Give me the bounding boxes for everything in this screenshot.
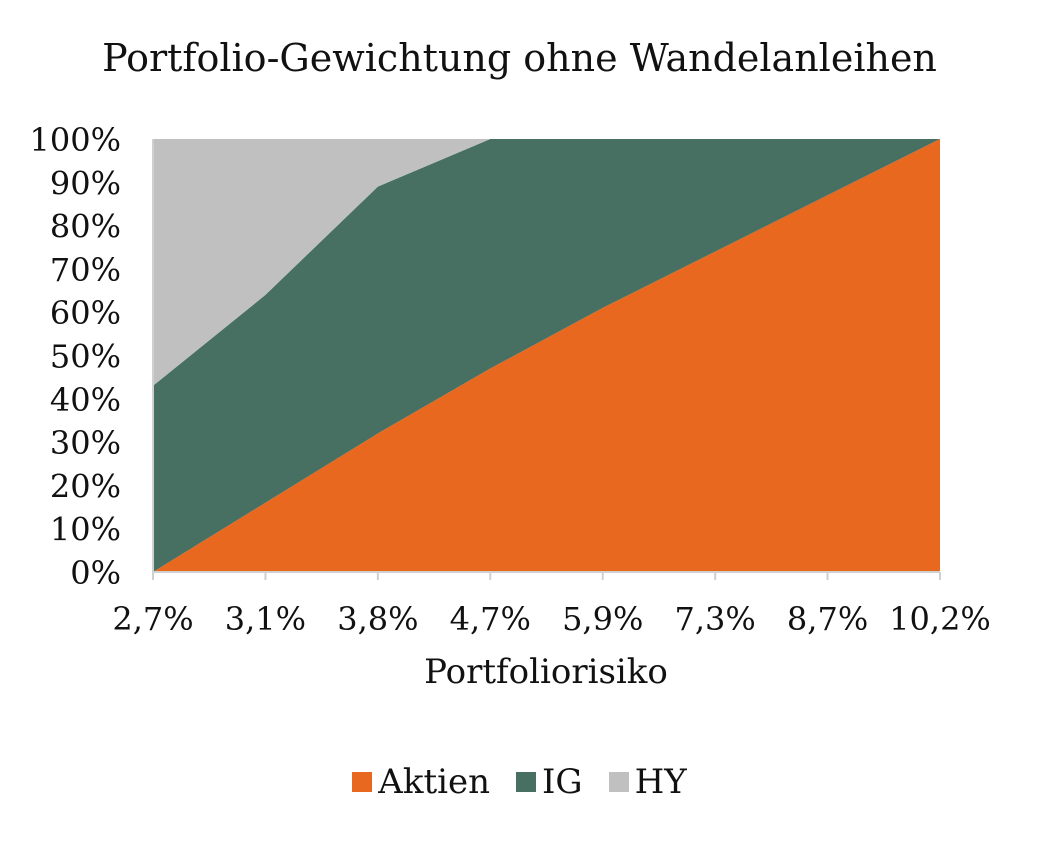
- x-tick-label: 3,8%: [337, 600, 418, 638]
- area-ig: [153, 139, 940, 572]
- legend-item-aktien: Aktien: [352, 762, 490, 802]
- y-tick-label: 50%: [50, 338, 121, 376]
- y-tick-label: 80%: [50, 208, 121, 246]
- y-tick-label: 0%: [70, 554, 121, 592]
- legend-swatch: [352, 772, 373, 792]
- area-layer: [153, 139, 940, 572]
- legend-swatch: [608, 772, 629, 792]
- y-tick-label: 100%: [30, 121, 121, 159]
- legend-item-ig: IG: [516, 762, 583, 802]
- x-tick-label: 10,2%: [889, 600, 991, 638]
- x-tick-label: 2,7%: [112, 600, 193, 638]
- y-tick-label: 10%: [50, 511, 121, 549]
- x-tick-label: 3,1%: [225, 600, 306, 638]
- legend-label: IG: [542, 762, 583, 802]
- y-tick-label: 60%: [50, 294, 121, 332]
- legend-item-hy: HY: [608, 762, 687, 802]
- y-tick-label: 20%: [50, 467, 121, 505]
- x-tick-label: 8,7%: [787, 600, 868, 638]
- x-axis-label: Portfoliorisiko: [424, 652, 668, 692]
- x-tick-label: 7,3%: [674, 600, 755, 638]
- chart-title: Portfolio-Gewichtung ohne Wandelanleihen: [102, 36, 937, 80]
- legend: Aktien IG HY: [0, 762, 1039, 802]
- area-aktien: [153, 139, 940, 572]
- legend-label: HY: [634, 762, 687, 802]
- y-tick-label: 40%: [50, 381, 121, 419]
- x-tick-label: 4,7%: [450, 600, 531, 638]
- y-tick-label: 90%: [50, 164, 121, 202]
- area-hy: [153, 139, 940, 386]
- legend-swatch: [516, 772, 536, 792]
- legend-label: Aktien: [378, 762, 490, 802]
- x-tick-labels: 2,7% 3,1% 3,8% 4,7% 5,9% 7,3% 8,7% 10,2%: [112, 600, 990, 638]
- y-tick-label: 70%: [50, 251, 121, 289]
- axes-layer: [152, 139, 941, 580]
- x-tick-label: 5,9%: [562, 600, 643, 638]
- y-tick-labels: 0% 10% 20% 30% 40% 50% 60% 70% 80% 90% 100%: [30, 121, 121, 592]
- y-tick-label: 30%: [50, 424, 121, 462]
